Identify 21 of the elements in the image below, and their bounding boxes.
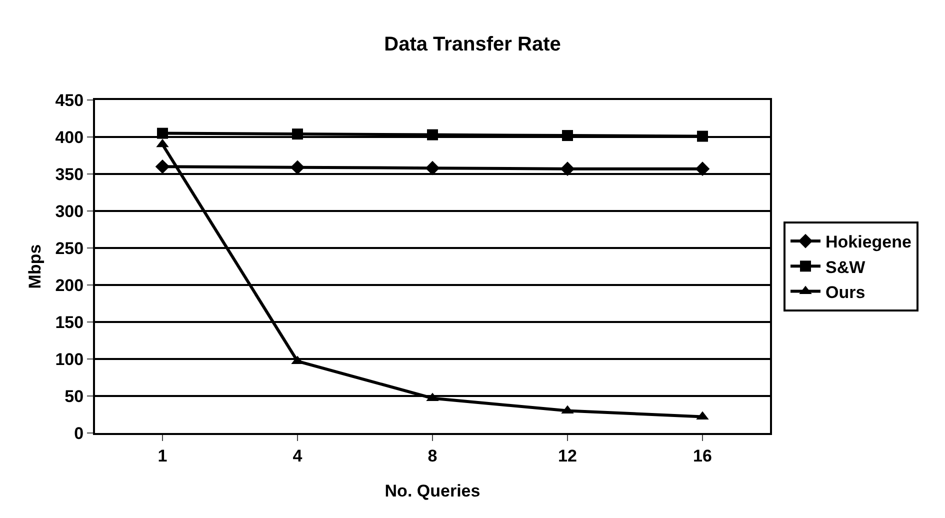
y-tick-label: 100	[55, 350, 84, 369]
chart-title: Data Transfer Rate	[384, 33, 561, 56]
y-tick-label: 300	[55, 202, 84, 221]
x-tick-label: 1	[158, 446, 168, 466]
y-tick-label: 350	[55, 164, 84, 184]
y-tick-label: 150	[55, 312, 84, 332]
legend-label: S&W	[826, 258, 866, 277]
y-tick-label: 200	[55, 276, 84, 295]
x-tick-label: 4	[292, 446, 303, 466]
legend-label: Hokiegene	[826, 232, 912, 252]
y-tick-label: 250	[55, 238, 84, 258]
y-axis-title: Mbps	[25, 244, 44, 289]
y-tick-label: 400	[55, 128, 84, 147]
legend-label: Ours	[826, 282, 866, 302]
x-tick-label: 8	[428, 446, 438, 466]
y-tick-label: 450	[55, 90, 84, 110]
x-tick-label: 12	[558, 446, 577, 466]
x-axis-title: No. Queries	[384, 481, 480, 500]
y-tick-label: 0	[74, 424, 84, 443]
y-tick-label: 50	[64, 386, 84, 406]
x-tick-label: 16	[693, 446, 712, 466]
